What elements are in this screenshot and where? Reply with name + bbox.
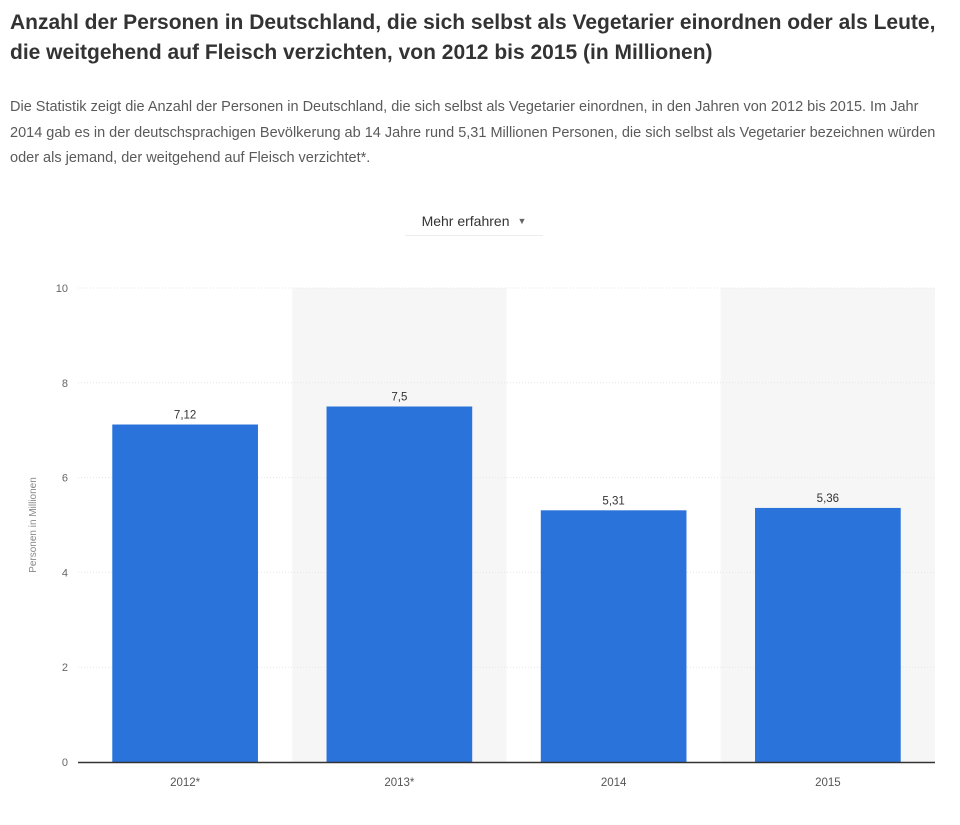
- bar[interactable]: [112, 424, 258, 762]
- y-tick-label: 6: [62, 473, 68, 485]
- bars: [112, 406, 901, 763]
- y-axis-label: Personen in Millionen: [28, 477, 39, 573]
- data-label: 5,31: [602, 495, 624, 507]
- caret-down-icon: ▼: [517, 215, 527, 226]
- data-label: 7,12: [174, 410, 196, 422]
- bar[interactable]: [540, 510, 687, 762]
- more-info-button[interactable]: Mehr erfahren ▼: [405, 206, 543, 236]
- data-label: 7,5: [391, 392, 407, 404]
- bar[interactable]: [755, 507, 901, 762]
- chart-description: Die Statistik zeigt die Anzahl der Perso…: [10, 99, 936, 166]
- x-tick-label: 2012*: [170, 777, 201, 789]
- x-tick-label: 2015: [815, 777, 841, 789]
- bar[interactable]: [326, 406, 473, 763]
- more-info-label: Mehr erfahren: [421, 212, 510, 229]
- y-tick-label: 8: [62, 378, 68, 390]
- chart-title: Anzahl der Personen in Deutschland, die …: [10, 11, 936, 64]
- x-tick-label: 2013*: [384, 777, 415, 789]
- data-label: 5,36: [817, 493, 839, 505]
- x-tick-label: 2014: [601, 777, 627, 789]
- value-labels: 7,12 7,5 5,31 5,36: [174, 392, 839, 508]
- y-tick-label: 0: [62, 757, 68, 769]
- x-axis-labels: 2012* 2013* 2014 2015: [170, 777, 841, 789]
- y-axis-ticks: 0 2 4 6 8 10: [56, 283, 68, 769]
- y-tick-label: 4: [62, 567, 68, 579]
- y-tick-label: 10: [56, 283, 68, 295]
- y-tick-label: 2: [62, 662, 68, 674]
